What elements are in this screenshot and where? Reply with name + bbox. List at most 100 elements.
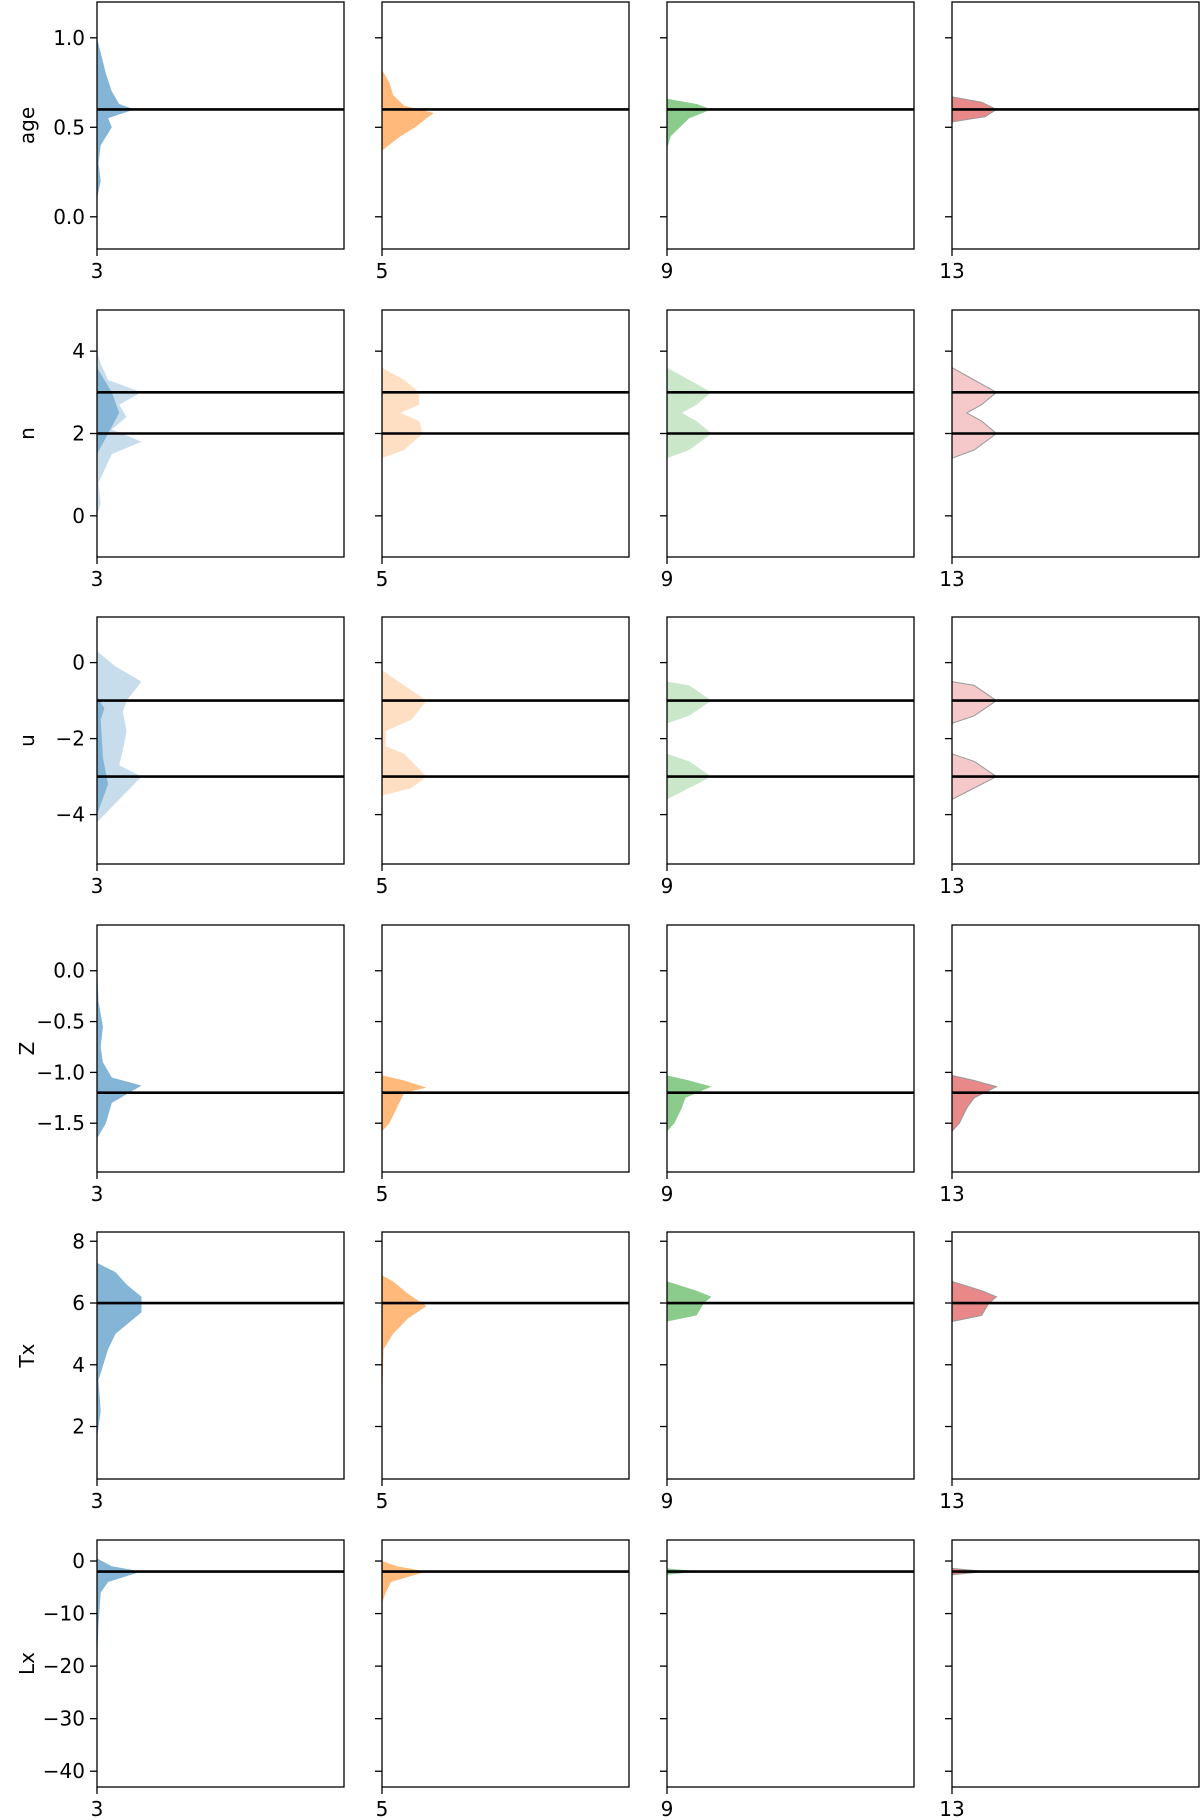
axes-frame xyxy=(951,924,1200,1173)
x-tick-label: 13 xyxy=(939,874,964,898)
x-tick-label: 9 xyxy=(661,259,674,283)
subplot-age-13: 13 xyxy=(939,1,1200,283)
x-tick-label: 9 xyxy=(661,1489,674,1513)
y-axis-label: Z xyxy=(15,1042,39,1056)
subplot-u-9: 9 xyxy=(660,616,915,898)
y-tick-label: 0 xyxy=(72,651,85,675)
axes-frame xyxy=(381,924,630,1173)
axes-frame xyxy=(96,1539,345,1788)
y-tick-label: 6 xyxy=(72,1291,85,1315)
x-tick-label: 13 xyxy=(939,1489,964,1513)
distribution-area xyxy=(951,1280,998,1323)
distribution-area xyxy=(667,1075,712,1132)
axes-frame xyxy=(666,924,915,1173)
axes-frame xyxy=(381,1231,630,1480)
x-tick-label: 5 xyxy=(376,1797,389,1820)
y-axis-label: Lx xyxy=(15,1652,39,1675)
axes-frame xyxy=(951,1539,1200,1788)
axes-frame xyxy=(381,616,630,865)
y-tick-label: −1.5 xyxy=(36,1111,85,1135)
distribution-area xyxy=(382,1075,427,1132)
axes-frame xyxy=(666,1539,915,1788)
y-tick-label: 0.5 xyxy=(53,115,85,139)
distribution-area xyxy=(951,1074,998,1133)
distribution-area xyxy=(97,1262,142,1439)
subplot-n-9: 9 xyxy=(660,309,915,591)
subplot-Z-5: 5 xyxy=(375,924,630,1206)
y-tick-label: 4 xyxy=(72,339,85,363)
y-tick-label: 0.0 xyxy=(53,205,85,229)
x-tick-label: 13 xyxy=(939,1182,964,1206)
subplot-age-5: 5 xyxy=(375,1,630,283)
y-tick-label: 0 xyxy=(72,504,85,528)
distribution-area xyxy=(667,1281,712,1322)
distribution-area xyxy=(667,98,712,149)
subplot-Tx-13: 13 xyxy=(939,1231,1200,1513)
subplot-Lx-3: 0 −10 −20 −30 −40 3 xyxy=(43,1539,345,1820)
y-axis-label: n xyxy=(15,427,39,440)
x-tick-label: 5 xyxy=(376,874,389,898)
y-tick-label: −1.0 xyxy=(36,1060,85,1084)
x-tick-label: 9 xyxy=(661,1797,674,1820)
y-axis-label: age xyxy=(15,107,39,144)
subplot-Z-13: 13 xyxy=(939,924,1200,1206)
axes-frame xyxy=(381,1539,630,1788)
x-tick-label: 3 xyxy=(91,1489,104,1513)
x-tick-label: 9 xyxy=(661,1182,674,1206)
y-tick-label: 2 xyxy=(72,1415,85,1439)
subplot-Tx-9: 9 xyxy=(660,1231,915,1513)
distribution-area xyxy=(382,367,423,459)
distribution-area xyxy=(97,965,142,1139)
axes-frame xyxy=(951,1231,1200,1480)
x-tick-label: 5 xyxy=(376,1182,389,1206)
subplot-u-3: 0 −2 −4 3 xyxy=(56,616,345,898)
x-tick-label: 13 xyxy=(939,567,964,591)
x-tick-label: 5 xyxy=(376,567,389,591)
subplot-n-3: 4 2 0 3 xyxy=(72,309,345,591)
subplot-Lx-9: 9 xyxy=(660,1539,915,1820)
y-axis-label: Tx xyxy=(15,1343,39,1368)
distribution-area xyxy=(951,366,998,459)
distribution-area xyxy=(97,37,135,199)
axes-frame xyxy=(666,616,915,865)
y-tick-label: 4 xyxy=(72,1353,85,1377)
axes-frame xyxy=(951,1,1200,250)
x-tick-label: 5 xyxy=(376,1489,389,1513)
subplot-Tx-3: 8 6 4 2 3 xyxy=(72,1229,345,1513)
y-tick-label: −2 xyxy=(56,727,85,751)
distribution-area xyxy=(97,1558,142,1667)
subplot-age-9: 9 xyxy=(660,1,915,283)
y-tick-label: −20 xyxy=(43,1654,85,1678)
y-tick-label: −30 xyxy=(43,1707,85,1731)
x-tick-label: 13 xyxy=(939,259,964,283)
subplot-Lx-13: 13 xyxy=(939,1539,1200,1820)
axes-frame xyxy=(666,1231,915,1480)
axes-frame xyxy=(381,1,630,250)
x-tick-label: 13 xyxy=(939,1797,964,1820)
y-tick-label: −0.5 xyxy=(36,1010,85,1034)
y-tick-label: 2 xyxy=(72,422,85,446)
y-tick-label: 8 xyxy=(72,1229,85,1253)
x-tick-label: 9 xyxy=(661,567,674,591)
axes-frame xyxy=(96,1,345,250)
distribution-area xyxy=(382,1275,427,1408)
distribution-area xyxy=(97,696,109,815)
x-tick-label: 3 xyxy=(91,874,104,898)
distribution-area xyxy=(667,681,712,800)
y-tick-label: −40 xyxy=(43,1759,85,1783)
subplot-u-5: 5 xyxy=(375,616,630,898)
subplot-Z-9: 9 xyxy=(660,924,915,1206)
x-tick-label: 3 xyxy=(91,1797,104,1820)
y-tick-label: −10 xyxy=(43,1602,85,1626)
y-axis-label: u xyxy=(15,734,39,747)
axes-frame xyxy=(96,924,345,1173)
x-tick-label: 3 xyxy=(91,567,104,591)
y-tick-label: 1.0 xyxy=(53,26,85,50)
axes-frame xyxy=(96,1231,345,1480)
subplot-u-13: 13 xyxy=(939,616,1200,898)
x-tick-label: 9 xyxy=(661,874,674,898)
distribution-area xyxy=(382,1561,427,1604)
distribution-area xyxy=(97,651,142,823)
axes-frame xyxy=(951,616,1200,865)
